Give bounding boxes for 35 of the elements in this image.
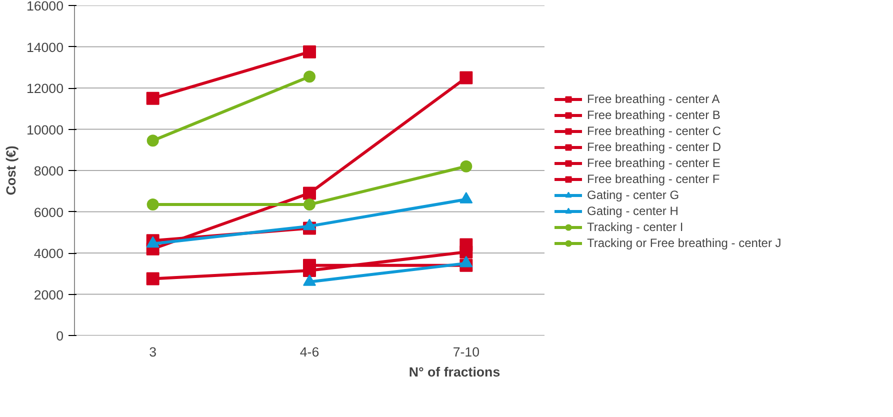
legend-label: Tracking - center I (587, 220, 684, 234)
point (304, 198, 316, 211)
legend-label: Free breathing - center C (587, 124, 722, 138)
point (460, 160, 472, 172)
y-tick-label: 16000 (26, 0, 64, 14)
y-tick-label: 14000 (26, 40, 64, 55)
legend-label: Free breathing - center B (587, 108, 720, 122)
legend-label: Gating - center G (587, 188, 680, 202)
y-tick-label: 12000 (26, 81, 64, 96)
point (460, 71, 473, 84)
y-tick-label: 2000 (34, 287, 64, 302)
point (146, 134, 159, 147)
point (303, 186, 316, 200)
legend-label: Free breathing - center F (587, 172, 720, 186)
y-tick-label: 4000 (34, 246, 64, 261)
legend-label: Gating - center H (587, 204, 678, 218)
point (460, 238, 473, 252)
point (146, 272, 160, 286)
y-tick-label: 10000 (26, 122, 64, 138)
point (304, 70, 316, 83)
x-tick-label: 4-6 (300, 344, 320, 360)
point (146, 92, 160, 105)
y-axis-title: Cost (€) (3, 146, 18, 196)
legend-label: Free breathing - center D (587, 140, 722, 154)
y-tick-label: 6000 (34, 204, 64, 220)
y-tick-label: 8000 (34, 164, 64, 178)
x-axis-title: N° of fractions (408, 364, 500, 380)
legend-label: Tracking or Free breathing - center J (587, 236, 782, 250)
x-tick-label: 7-10 (452, 344, 480, 360)
x-tick-label: 3 (149, 344, 157, 360)
point (146, 198, 159, 211)
legend-label: Free breathing - center A (587, 92, 720, 106)
legend-label: Free breathing - center E (587, 156, 720, 170)
point (303, 45, 316, 58)
y-tick-label: 0 (56, 328, 64, 344)
